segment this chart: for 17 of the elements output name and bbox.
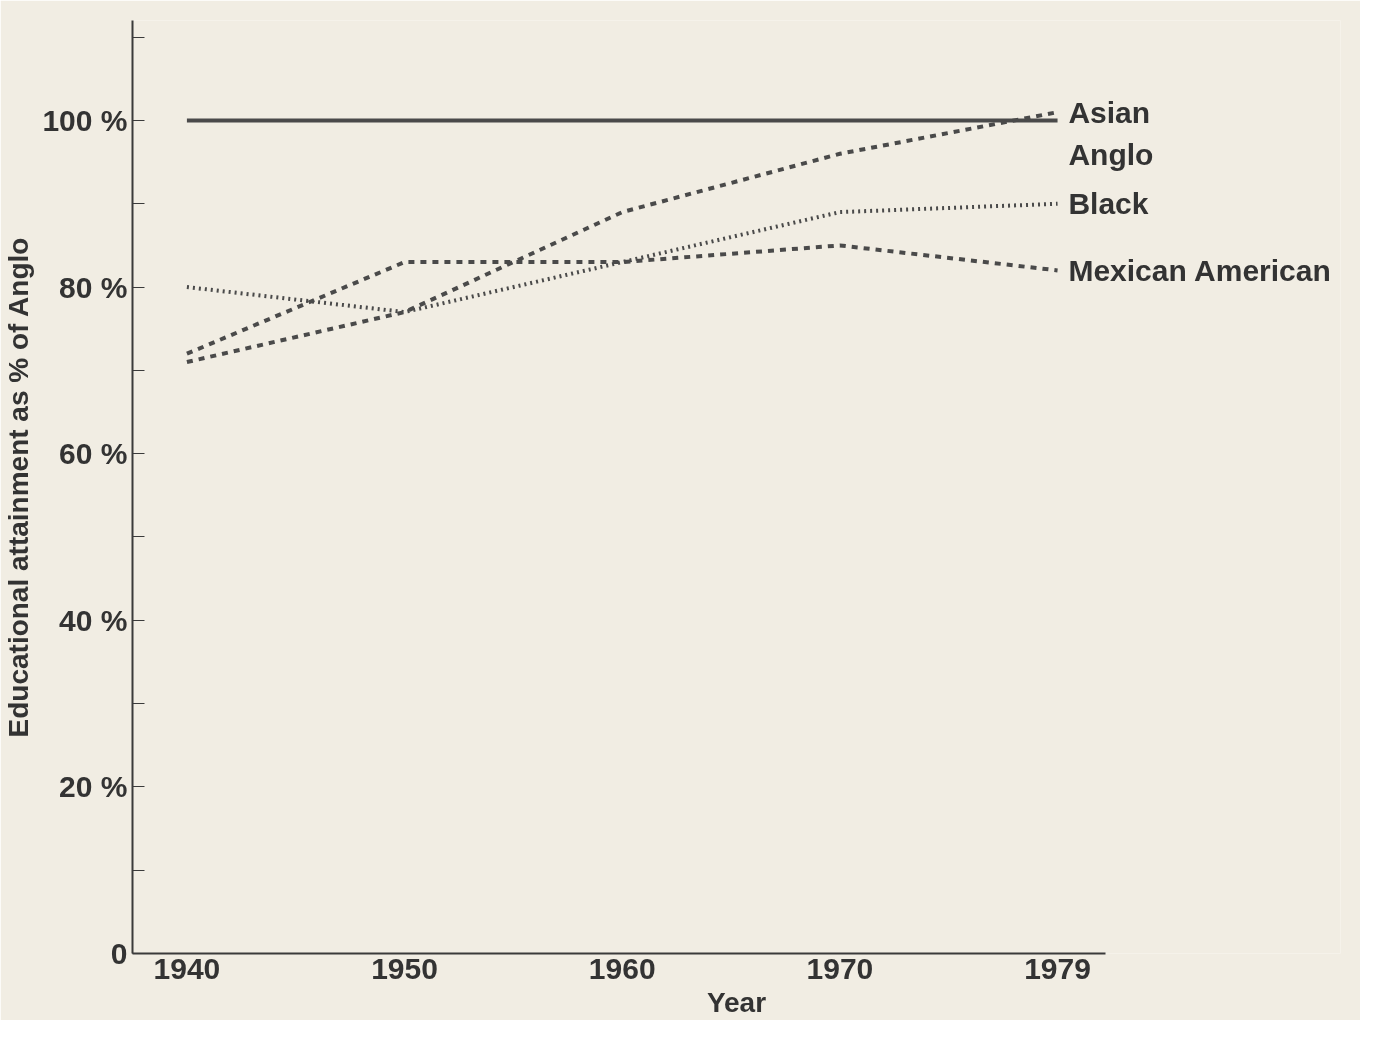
x-tick-label: 1970 xyxy=(806,951,874,985)
series-label: Black xyxy=(1068,187,1149,221)
y-tick-label: 0 xyxy=(110,937,128,970)
y-tick-label: 80 % xyxy=(59,270,128,304)
y-tick-label: 20 % xyxy=(59,770,128,804)
y-axis-title: Educational attainment as % of Anglo xyxy=(3,237,35,738)
series-label: Asian xyxy=(1068,95,1151,129)
y-tick-label: 40 % xyxy=(59,603,128,637)
x-tick-label: 1940 xyxy=(153,951,221,985)
y-tick-label: 100 % xyxy=(42,103,128,137)
x-tick-label: 1979 xyxy=(1024,951,1091,985)
x-tick-label: 1960 xyxy=(588,951,656,985)
y-tick-label: 60 % xyxy=(59,437,128,471)
series-label: Anglo xyxy=(1068,137,1154,171)
x-axis-title: Year xyxy=(706,986,767,1018)
x-tick-label: 1950 xyxy=(371,951,438,985)
series-label: Mexican American xyxy=(1068,253,1331,287)
